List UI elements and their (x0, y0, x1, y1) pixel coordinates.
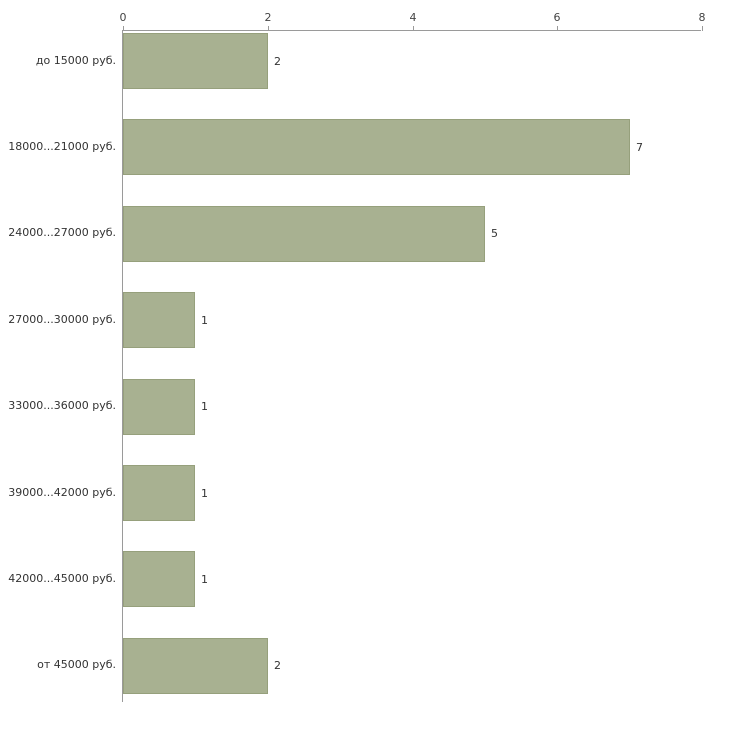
value-label: 1 (201, 572, 208, 586)
category-label: 42000...45000 руб. (8, 571, 116, 585)
bar (123, 292, 195, 349)
value-label: 7 (636, 140, 643, 154)
category-label: 33000...36000 руб. (8, 399, 116, 413)
x-axis-tick-label: 2 (264, 11, 272, 24)
bar (123, 465, 195, 521)
category-label: 27000...30000 руб. (8, 312, 116, 326)
x-axis-tick-label: 6 (553, 11, 561, 24)
value-label: 2 (274, 54, 281, 68)
value-label: 1 (201, 486, 208, 500)
x-axis-tick-label: 8 (698, 11, 706, 24)
x-axis-tick (123, 26, 124, 31)
value-label: 2 (274, 659, 281, 673)
x-axis-tick (268, 26, 269, 31)
category-label: 24000...27000 руб. (8, 226, 116, 240)
x-axis-tick (557, 26, 558, 31)
value-label: 1 (201, 400, 208, 414)
bar (123, 33, 268, 89)
value-label: 1 (201, 313, 208, 327)
category-label: 39000...42000 руб. (8, 485, 116, 499)
category-label: 18000...21000 руб. (8, 139, 116, 153)
category-label: до 15000 руб. (35, 53, 116, 67)
x-axis-tick (702, 26, 703, 31)
value-label: 5 (491, 227, 498, 241)
x-axis-tick-label: 4 (409, 11, 417, 24)
bar (123, 637, 268, 694)
plot-area: 0 2 4 6 8 2 7 5 1 1 1 1 2 (120, 11, 706, 702)
bar (123, 205, 485, 262)
bar (123, 378, 195, 435)
category-label: от 45000 руб. (37, 658, 116, 672)
x-axis-tick (413, 26, 414, 31)
bar (123, 119, 630, 176)
bar (123, 551, 195, 608)
x-axis-tick-label: 0 (119, 11, 127, 24)
